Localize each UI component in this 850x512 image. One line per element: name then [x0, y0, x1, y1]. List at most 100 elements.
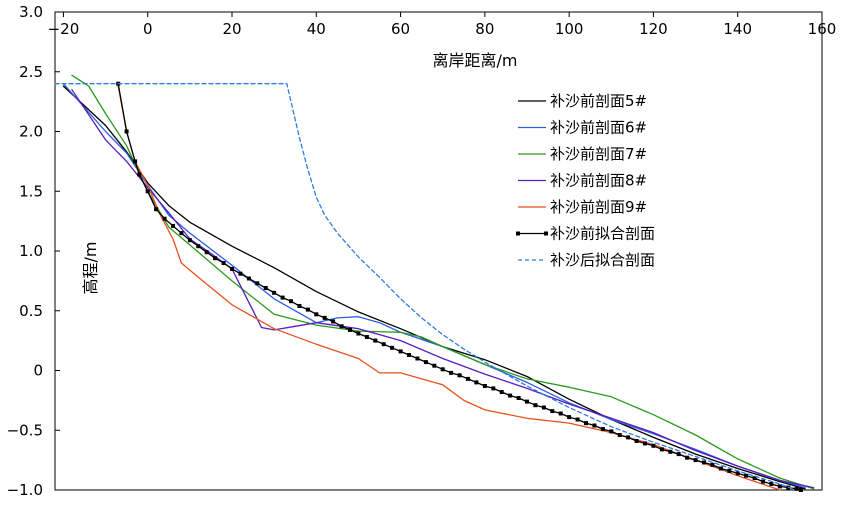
series-line-5: [117, 85, 781, 491]
series-marker: [339, 324, 344, 329]
x-tick-label: 60: [391, 20, 410, 38]
series-marker: [727, 468, 732, 473]
series-marker: [196, 244, 201, 249]
series-marker: [634, 439, 639, 443]
y-tick-label: 2.0: [19, 123, 43, 141]
series-marker: [305, 307, 310, 312]
series-marker: [398, 349, 403, 354]
series-line-3: [71, 74, 815, 490]
series-marker: [558, 411, 563, 416]
series-marker: [752, 476, 757, 481]
series-marker: [133, 159, 138, 164]
series-marker: [482, 384, 487, 388]
x-tick-label: 140: [723, 20, 752, 38]
series-marker: [373, 338, 378, 343]
series-marker: [137, 172, 142, 177]
legend-label: 补沙前剖面8#: [550, 172, 647, 190]
series-marker: [390, 345, 395, 350]
series-marker: [600, 427, 605, 432]
series-marker: [255, 281, 260, 286]
x-axis-title: 离岸距离/m: [433, 51, 518, 70]
series-marker: [297, 304, 302, 308]
x-tick-label: −20: [48, 20, 80, 38]
series-marker: [124, 129, 129, 134]
series-marker: [449, 370, 454, 375]
y-tick-label: 2.5: [19, 63, 43, 81]
series-marker: [238, 271, 243, 276]
series-layer: [54, 74, 815, 492]
series-marker: [567, 415, 572, 420]
series-marker: [280, 295, 285, 300]
x-tick-label: 0: [143, 20, 153, 38]
series-marker: [171, 223, 175, 228]
y-tick-label: −0.5: [7, 421, 43, 439]
y-tick-label: 1.5: [19, 182, 43, 200]
series-marker: [626, 435, 631, 440]
series-marker: [407, 353, 411, 357]
x-axis: −20 0 20 40 60 80 100 120 140 160: [48, 12, 836, 38]
series-marker: [744, 473, 749, 478]
series-marker: [423, 360, 428, 365]
legend-label: 补沙前剖面9#: [550, 198, 647, 216]
series-marker: [735, 471, 740, 476]
series-marker: [314, 312, 319, 317]
series-marker: [550, 409, 555, 414]
series-marker: [516, 396, 521, 400]
legend-marker: [516, 231, 520, 236]
series-marker: [794, 486, 799, 491]
series-marker: [508, 393, 513, 398]
series-marker: [356, 331, 361, 336]
series-marker: [592, 423, 597, 428]
series-marker: [348, 327, 352, 332]
series-marker: [710, 462, 715, 467]
series-marker: [230, 266, 234, 271]
y-axis: 3.0 2.5 2.0 1.5 1.0 0.5 0 −0.5 −1.0: [7, 3, 60, 499]
y-axis-title: 高程/m: [81, 242, 100, 295]
x-tick-label: 80: [475, 20, 494, 38]
series-marker: [187, 238, 192, 243]
x-tick-label: 20: [222, 20, 241, 38]
series-marker: [541, 405, 546, 410]
series-marker: [643, 441, 647, 446]
series-marker: [474, 380, 479, 385]
legend-label: 补沙前剖面6#: [550, 119, 647, 137]
legend-label: 补沙前剖面5#: [550, 92, 647, 110]
series-marker: [575, 417, 580, 422]
series-line-4: [71, 89, 815, 489]
series-marker: [584, 421, 588, 426]
series-marker: [440, 367, 445, 372]
series-marker: [457, 373, 462, 378]
series-line-6: [117, 83, 802, 491]
series-marker: [702, 460, 706, 465]
series-marker: [145, 189, 150, 194]
legend: 补沙前剖面5# 补沙前剖面6# 补沙前剖面7# 补沙前剖面8# 补沙前剖面9# 补沙前拟合…: [516, 92, 655, 269]
legend-label: 补沙前剖面7#: [550, 145, 647, 163]
x-tick-label: 100: [555, 20, 584, 38]
legend-label: 补沙后拟合剖面: [550, 251, 655, 269]
series-marker: [718, 466, 723, 471]
series-line-2: [62, 83, 806, 489]
x-tick-label: 40: [307, 20, 326, 38]
series-marker: [659, 447, 664, 452]
legend-label: 补沙前拟合剖面: [550, 225, 655, 243]
series-marker: [617, 433, 622, 437]
y-tick-label: 3.0: [19, 3, 43, 21]
series-marker: [491, 386, 496, 391]
series-marker: [364, 335, 369, 339]
series-marker: [263, 286, 268, 290]
series-marker: [179, 231, 184, 236]
y-tick-label: 0: [33, 362, 43, 380]
series-marker: [651, 443, 656, 448]
series-marker: [761, 479, 765, 484]
series-marker: [609, 429, 614, 434]
series-marker: [204, 250, 209, 255]
series-marker: [289, 299, 293, 304]
y-tick-label: 1.0: [19, 242, 43, 260]
series-marker: [685, 455, 690, 460]
series-marker: [676, 452, 681, 457]
series-marker: [533, 403, 538, 408]
series-marker: [432, 363, 437, 368]
series-marker: [221, 261, 226, 265]
series-marker: [466, 376, 470, 381]
